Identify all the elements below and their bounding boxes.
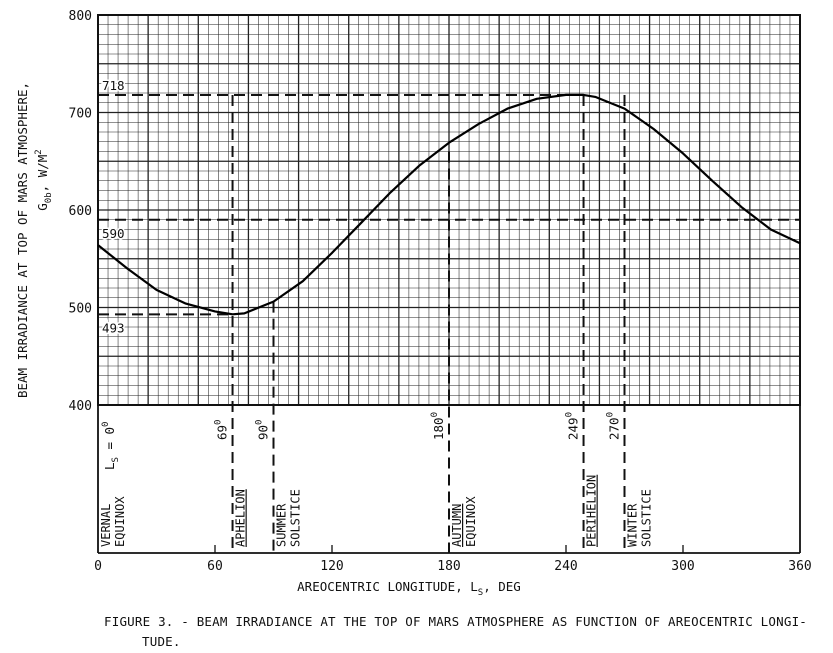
x-tick-label: 360 (788, 559, 811, 574)
event-name-label: SOLSTICE (289, 489, 303, 547)
y-tick-label: 400 (69, 399, 92, 414)
x-tick-label: 0 (94, 559, 102, 574)
event-angle-label: LS = 00 (101, 422, 121, 470)
event-angle-label: 1800 (430, 412, 446, 440)
x-axis-label: AREOCENTRIC LONGITUDE, LS, DEG (297, 579, 521, 598)
x-tick-label: 60 (207, 559, 223, 574)
event-angle-label: 900 (255, 420, 271, 440)
event-angle-label: 690 (214, 420, 230, 440)
event-name-label: EQUINOX (113, 496, 127, 547)
event-name-label: SOLSTICE (640, 489, 654, 547)
reference-line-label: 718 (102, 78, 125, 93)
plot-frame (97, 14, 801, 406)
x-tick-label: 240 (554, 559, 577, 574)
event-name-label: PERIHELION (585, 475, 599, 547)
irradiance-curve (97, 93, 801, 316)
event-name-label: VERNAL (99, 504, 113, 547)
event-name-label: WINTER (626, 503, 640, 547)
event-angle-label: 2490 (565, 412, 581, 440)
y-tick-label: 600 (69, 204, 92, 219)
y-tick-label: 800 (69, 9, 92, 24)
y-tick-label: 700 (69, 107, 92, 122)
y-axis-label-unit: G0b, W/M2 (34, 149, 54, 210)
event-name-label: APHELION (234, 489, 248, 547)
event-name-label: SUMMER (275, 503, 289, 547)
reference-line-label: 493 (102, 320, 125, 335)
event-name-label: EQUINOX (464, 496, 478, 547)
caption-line-1: FIGURE 3. - BEAM IRRADIANCE AT THE TOP O… (104, 614, 808, 629)
y-tick-label: 500 (69, 302, 92, 317)
x-tick-label: 300 (671, 559, 694, 574)
reference-line-label: 590 (102, 226, 125, 241)
y-axis-label: BEAM IRRADIANCE AT TOP OF MARS ATMOSPHER… (15, 82, 30, 398)
event-angle-label: 2700 (606, 412, 622, 440)
irradiance-chart: 400 500 600 700 800 0 60 120 180 240 300 360 AREOCEN… (15, 9, 812, 598)
event-name-label: AUTUMN (450, 504, 464, 547)
figure-caption: FIGURE 3. - BEAM IRRADIANCE AT THE TOP O… (104, 612, 824, 652)
x-tick-label: 120 (320, 559, 343, 574)
caption-line-2: TUDE. (142, 634, 181, 649)
x-tick-label: 180 (437, 559, 460, 574)
